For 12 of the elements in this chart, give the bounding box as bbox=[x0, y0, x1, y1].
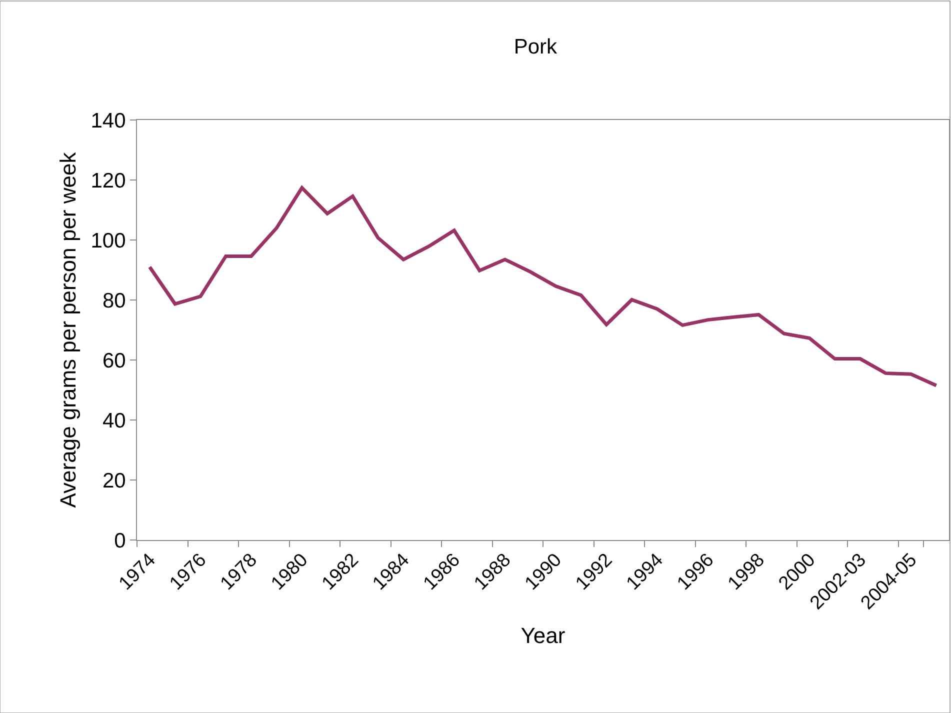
y-tick-label: 40 bbox=[102, 409, 126, 432]
y-tick-label: 60 bbox=[102, 349, 126, 372]
y-tick-label: 120 bbox=[90, 169, 126, 192]
line-series bbox=[148, 186, 938, 388]
y-tick-label: 80 bbox=[102, 289, 126, 312]
chart-title: Pork bbox=[514, 36, 558, 59]
y-tick-label: 140 bbox=[90, 109, 126, 132]
x-axis-title: Year bbox=[520, 622, 566, 648]
y-axis-title: Average grams per person per week bbox=[56, 151, 81, 508]
y-tick-label: 0 bbox=[114, 529, 126, 552]
y-tick-label: 100 bbox=[90, 229, 126, 252]
y-tick-label: 20 bbox=[102, 469, 126, 492]
